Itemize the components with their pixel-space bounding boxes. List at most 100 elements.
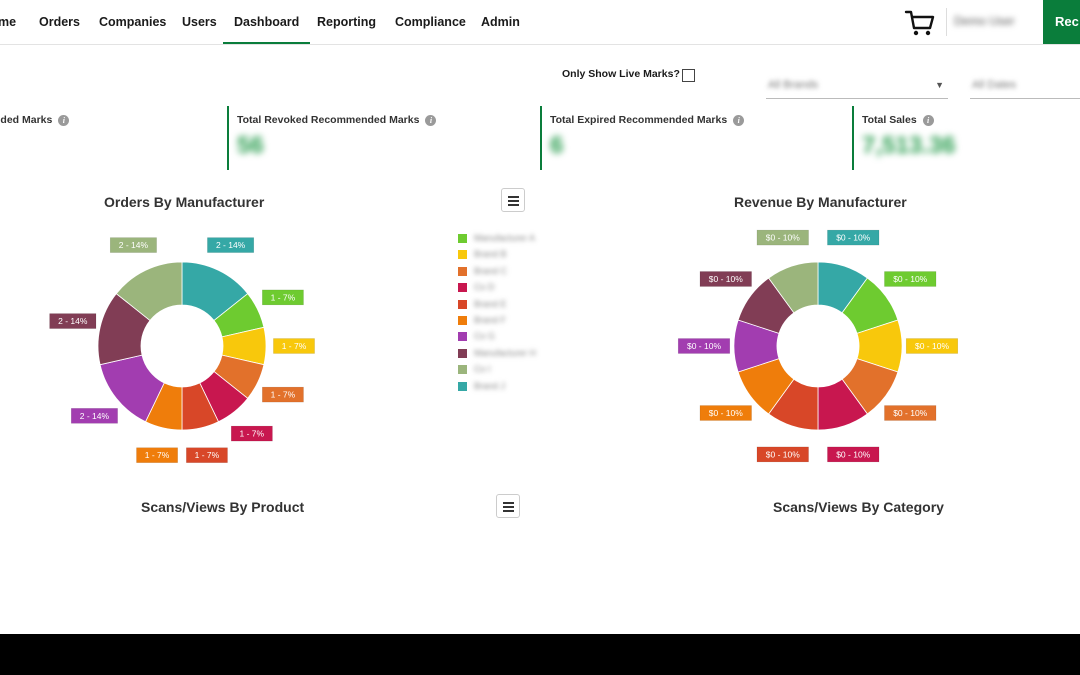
data-label: 1 - 7% (230, 425, 273, 442)
stat-value: 56 (237, 132, 264, 159)
data-label: $0 - 10% (756, 229, 809, 246)
data-label-text: 1 - 7% (195, 450, 220, 460)
revenue-chart-title: Revenue By Manufacturer (734, 194, 907, 210)
data-label-box (273, 338, 315, 354)
info-icon[interactable]: i (733, 115, 745, 126)
data-label: 1 - 7% (136, 447, 178, 463)
donut-slice[interactable] (768, 261, 819, 314)
nav-compliance[interactable]: Compliance (395, 15, 466, 29)
data-label-text: 2 - 14% (80, 411, 110, 421)
data-label-text: 1 - 7% (271, 292, 296, 302)
legend-swatch (458, 365, 467, 375)
data-label-text: $0 - 10% (836, 233, 870, 243)
stat-label: Total Expired Recommended Marks i (550, 114, 745, 126)
legend-label: Manufacturer A (474, 233, 536, 243)
data-label: $0 - 10% (699, 271, 752, 287)
cart-icon[interactable] (904, 9, 936, 37)
data-label-box (699, 271, 752, 287)
stat-label-text: nded Marks (0, 114, 53, 126)
data-label-text: 1 - 7% (145, 450, 170, 460)
app-window: me Orders Companies Users Dashboard Repo… (0, 0, 1080, 634)
nav-users[interactable]: Users (182, 15, 217, 29)
data-label: 2 - 14% (49, 313, 97, 329)
nav-companies[interactable]: Companies (99, 15, 167, 29)
legend-label: Co D (474, 282, 495, 293)
data-label-box (827, 229, 880, 246)
data-label-text: $0 - 10% (893, 274, 927, 284)
caret-down-icon: ▼ (935, 80, 944, 90)
data-label-text: $0 - 10% (687, 341, 721, 351)
data-label-box (884, 271, 937, 287)
revenue-donut-chart: $0 - 10% $0 - 10% $0 - 10% $0 - 10% $0 - 10%… (677, 229, 959, 463)
legend-label: Manufacturer H (474, 347, 537, 358)
live-marks-checkbox[interactable] (682, 69, 695, 82)
data-label: 2 - 14% (109, 237, 157, 253)
legend-swatch (458, 315, 467, 325)
scans-product-title: Scans/Views By Product (141, 499, 305, 515)
data-label: $0 - 10% (677, 338, 731, 354)
data-label: $0 - 10% (884, 405, 937, 421)
legend-label: Brand B (474, 249, 507, 260)
data-label: $0 - 10% (884, 271, 937, 287)
data-label-box (756, 229, 809, 246)
nav-home[interactable]: me (0, 15, 17, 29)
data-label-box (884, 405, 937, 421)
data-label-box (207, 237, 255, 253)
legend-label: Brand J (474, 380, 506, 391)
stat-card-sales: Total Sales i 7,513.36 (852, 106, 1080, 170)
data-label-text: $0 - 10% (836, 449, 870, 459)
data-label-text: $0 - 10% (709, 408, 743, 418)
data-label: 2 - 14% (207, 237, 255, 253)
stat-label: nded Marks i (0, 114, 70, 126)
data-label: $0 - 10% (905, 338, 959, 354)
stat-card-expired: Total Expired Recommended Marks i 6 (540, 106, 842, 170)
nav-dashboard[interactable]: Dashboard (223, 0, 311, 44)
nav-orders[interactable]: Orders (39, 15, 80, 29)
user-menu[interactable]: Demo User (954, 14, 1015, 28)
data-label: 1 - 7% (262, 386, 304, 403)
legend-label: Brand E (474, 298, 507, 309)
date-select-value: All Dates (972, 79, 1017, 91)
stat-card-revoked: Total Revoked Recommended Marks i 56 (227, 106, 529, 170)
legend-swatch (458, 283, 467, 293)
data-label-box (70, 408, 118, 424)
data-label-text: $0 - 10% (766, 233, 800, 243)
data-label: $0 - 10% (827, 446, 880, 463)
legend-swatch (458, 250, 467, 260)
scans-chart-menu-button[interactable] (496, 494, 520, 518)
data-label: 1 - 7% (262, 289, 304, 306)
legend-swatch (458, 266, 467, 276)
info-icon[interactable]: i (922, 115, 934, 126)
data-label: $0 - 10% (699, 405, 752, 421)
legend-swatch (458, 332, 467, 342)
legend-swatch (458, 348, 467, 358)
legend-label: Co I (474, 364, 491, 375)
data-label-box (262, 386, 304, 403)
nav-reporting[interactable]: Reporting (317, 15, 377, 29)
data-label-box (827, 446, 880, 463)
stat-value: 7,513.36 (862, 132, 956, 159)
brand-select[interactable]: All Brands ▼ (766, 74, 948, 99)
data-label-text: $0 - 10% (893, 408, 927, 418)
orders-chart-menu-button[interactable] (501, 188, 525, 212)
data-label: $0 - 10% (756, 446, 809, 463)
data-label-text: 1 - 7% (240, 429, 265, 439)
info-icon[interactable]: i (425, 115, 437, 126)
data-label: 1 - 7% (273, 338, 315, 354)
data-label: 1 - 7% (186, 447, 228, 463)
legend-label: Co G (474, 331, 496, 342)
info-icon[interactable]: i (58, 115, 70, 126)
live-marks-label: Only Show Live Marks? (562, 68, 680, 80)
data-label-box (49, 313, 97, 329)
nav-admin[interactable]: Admin (481, 15, 520, 29)
donut-slice[interactable] (115, 261, 183, 321)
data-label-text: 1 - 7% (282, 341, 307, 351)
stat-label: Total Revoked Recommended Marks i (237, 114, 437, 126)
date-select[interactable]: All Dates (970, 74, 1080, 99)
top-nav: me Orders Companies Users Dashboard Repo… (0, 0, 1080, 45)
stat-label-text: Total Revoked Recommended Marks (237, 114, 420, 126)
recommend-button[interactable]: Rec (1043, 0, 1080, 44)
data-label-box (677, 338, 731, 354)
legend-swatch (458, 299, 467, 309)
data-label: 2 - 14% (70, 408, 118, 424)
